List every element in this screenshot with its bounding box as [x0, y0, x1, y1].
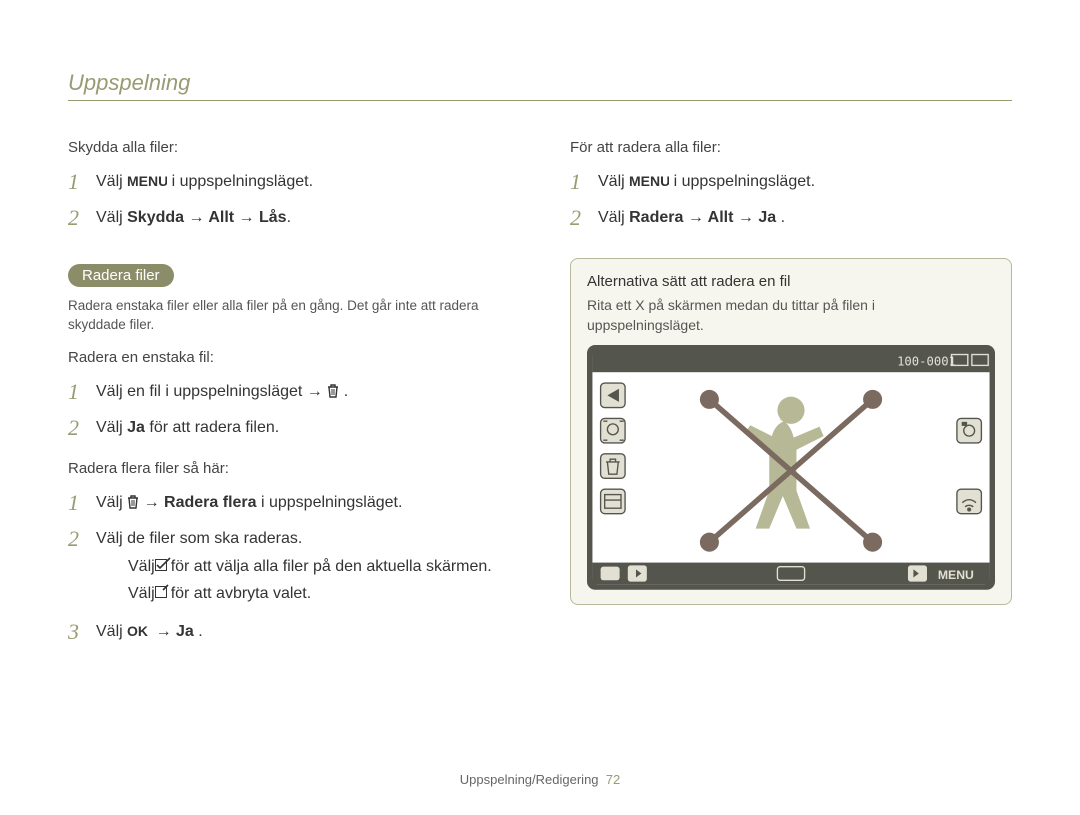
uncheck-square-icon [155, 582, 171, 606]
step-number: 3 [68, 620, 96, 644]
step-bold: Radera → Allt → Ja [629, 209, 776, 226]
step-number: 1 [68, 170, 96, 194]
step-bold: Radera ﬂera [164, 494, 257, 511]
footer-text: Uppspelning/Redigering [460, 772, 599, 787]
camera-icon [957, 419, 981, 443]
section-title: Uppspelning [68, 70, 1012, 101]
step-bold: Ja [127, 419, 145, 436]
page-number: 72 [606, 772, 620, 787]
check-square-icon [155, 555, 171, 579]
svg-text:MENU: MENU [127, 174, 167, 188]
screen-top-label: 100-0001 [897, 355, 956, 369]
step-bold: Ja [176, 623, 194, 640]
step-number: 2 [68, 416, 96, 440]
tip-box-title: Alternativa sätt att radera en ﬁl [587, 273, 995, 290]
page-footer: Uppspelning/Redigering 72 [0, 772, 1080, 787]
subsection-note: Radera enstaka ﬁler eller alla ﬁler på e… [68, 297, 510, 335]
protect-all-steps: 1 Välj MENU i uppspelningsläget. 2 Välj … [68, 170, 510, 230]
protect-all-heading: Skydda alla ﬁler: [68, 139, 510, 156]
delete-multi-heading: Radera ﬂera ﬁler så här: [68, 460, 510, 477]
step-text: i uppspelningsläget. [172, 173, 313, 190]
delete-all-heading: För att radera alla ﬁler: [570, 139, 1012, 156]
menu-icon: MENU [127, 172, 167, 196]
step-number: 2 [68, 527, 96, 551]
step-text: Välj [96, 173, 127, 190]
ok-icon: OK [127, 622, 151, 646]
step-bold: Skydda → Allt → Lås [127, 209, 286, 226]
step-number: 2 [570, 206, 598, 230]
delete-one-heading: Radera en enstaka ﬁl: [68, 349, 510, 366]
menu-icon: MENU [629, 172, 669, 196]
svg-text:MENU: MENU [629, 174, 669, 188]
step-number: 1 [68, 380, 96, 404]
left-column: Skydda alla ﬁler: 1 Välj MENU i uppspeln… [68, 131, 510, 666]
camera-screen-illustration: 100-0001 MENU [587, 345, 995, 590]
menu-label: MENU [938, 568, 974, 582]
right-column: För att radera alla ﬁler: 1 Välj MENU i … [570, 131, 1012, 666]
gallery-icon [601, 567, 620, 581]
step-number: 1 [570, 170, 598, 194]
step-text: Välj en ﬁl i uppspelningsläget → [96, 383, 327, 400]
trash-icon [127, 493, 139, 517]
trash-icon [327, 382, 339, 406]
face-crop-icon [601, 419, 625, 443]
tip-box-text: Rita ett X på skärmen medan du tittar på… [587, 296, 995, 335]
step-number: 1 [68, 491, 96, 515]
svg-text:OK: OK [127, 624, 148, 638]
subsection-pill: Radera ﬁler [68, 264, 174, 287]
tip-box: Alternativa sätt att radera en ﬁl Rita e… [570, 258, 1012, 605]
step-text: Välj [96, 209, 127, 226]
step-number: 2 [68, 206, 96, 230]
